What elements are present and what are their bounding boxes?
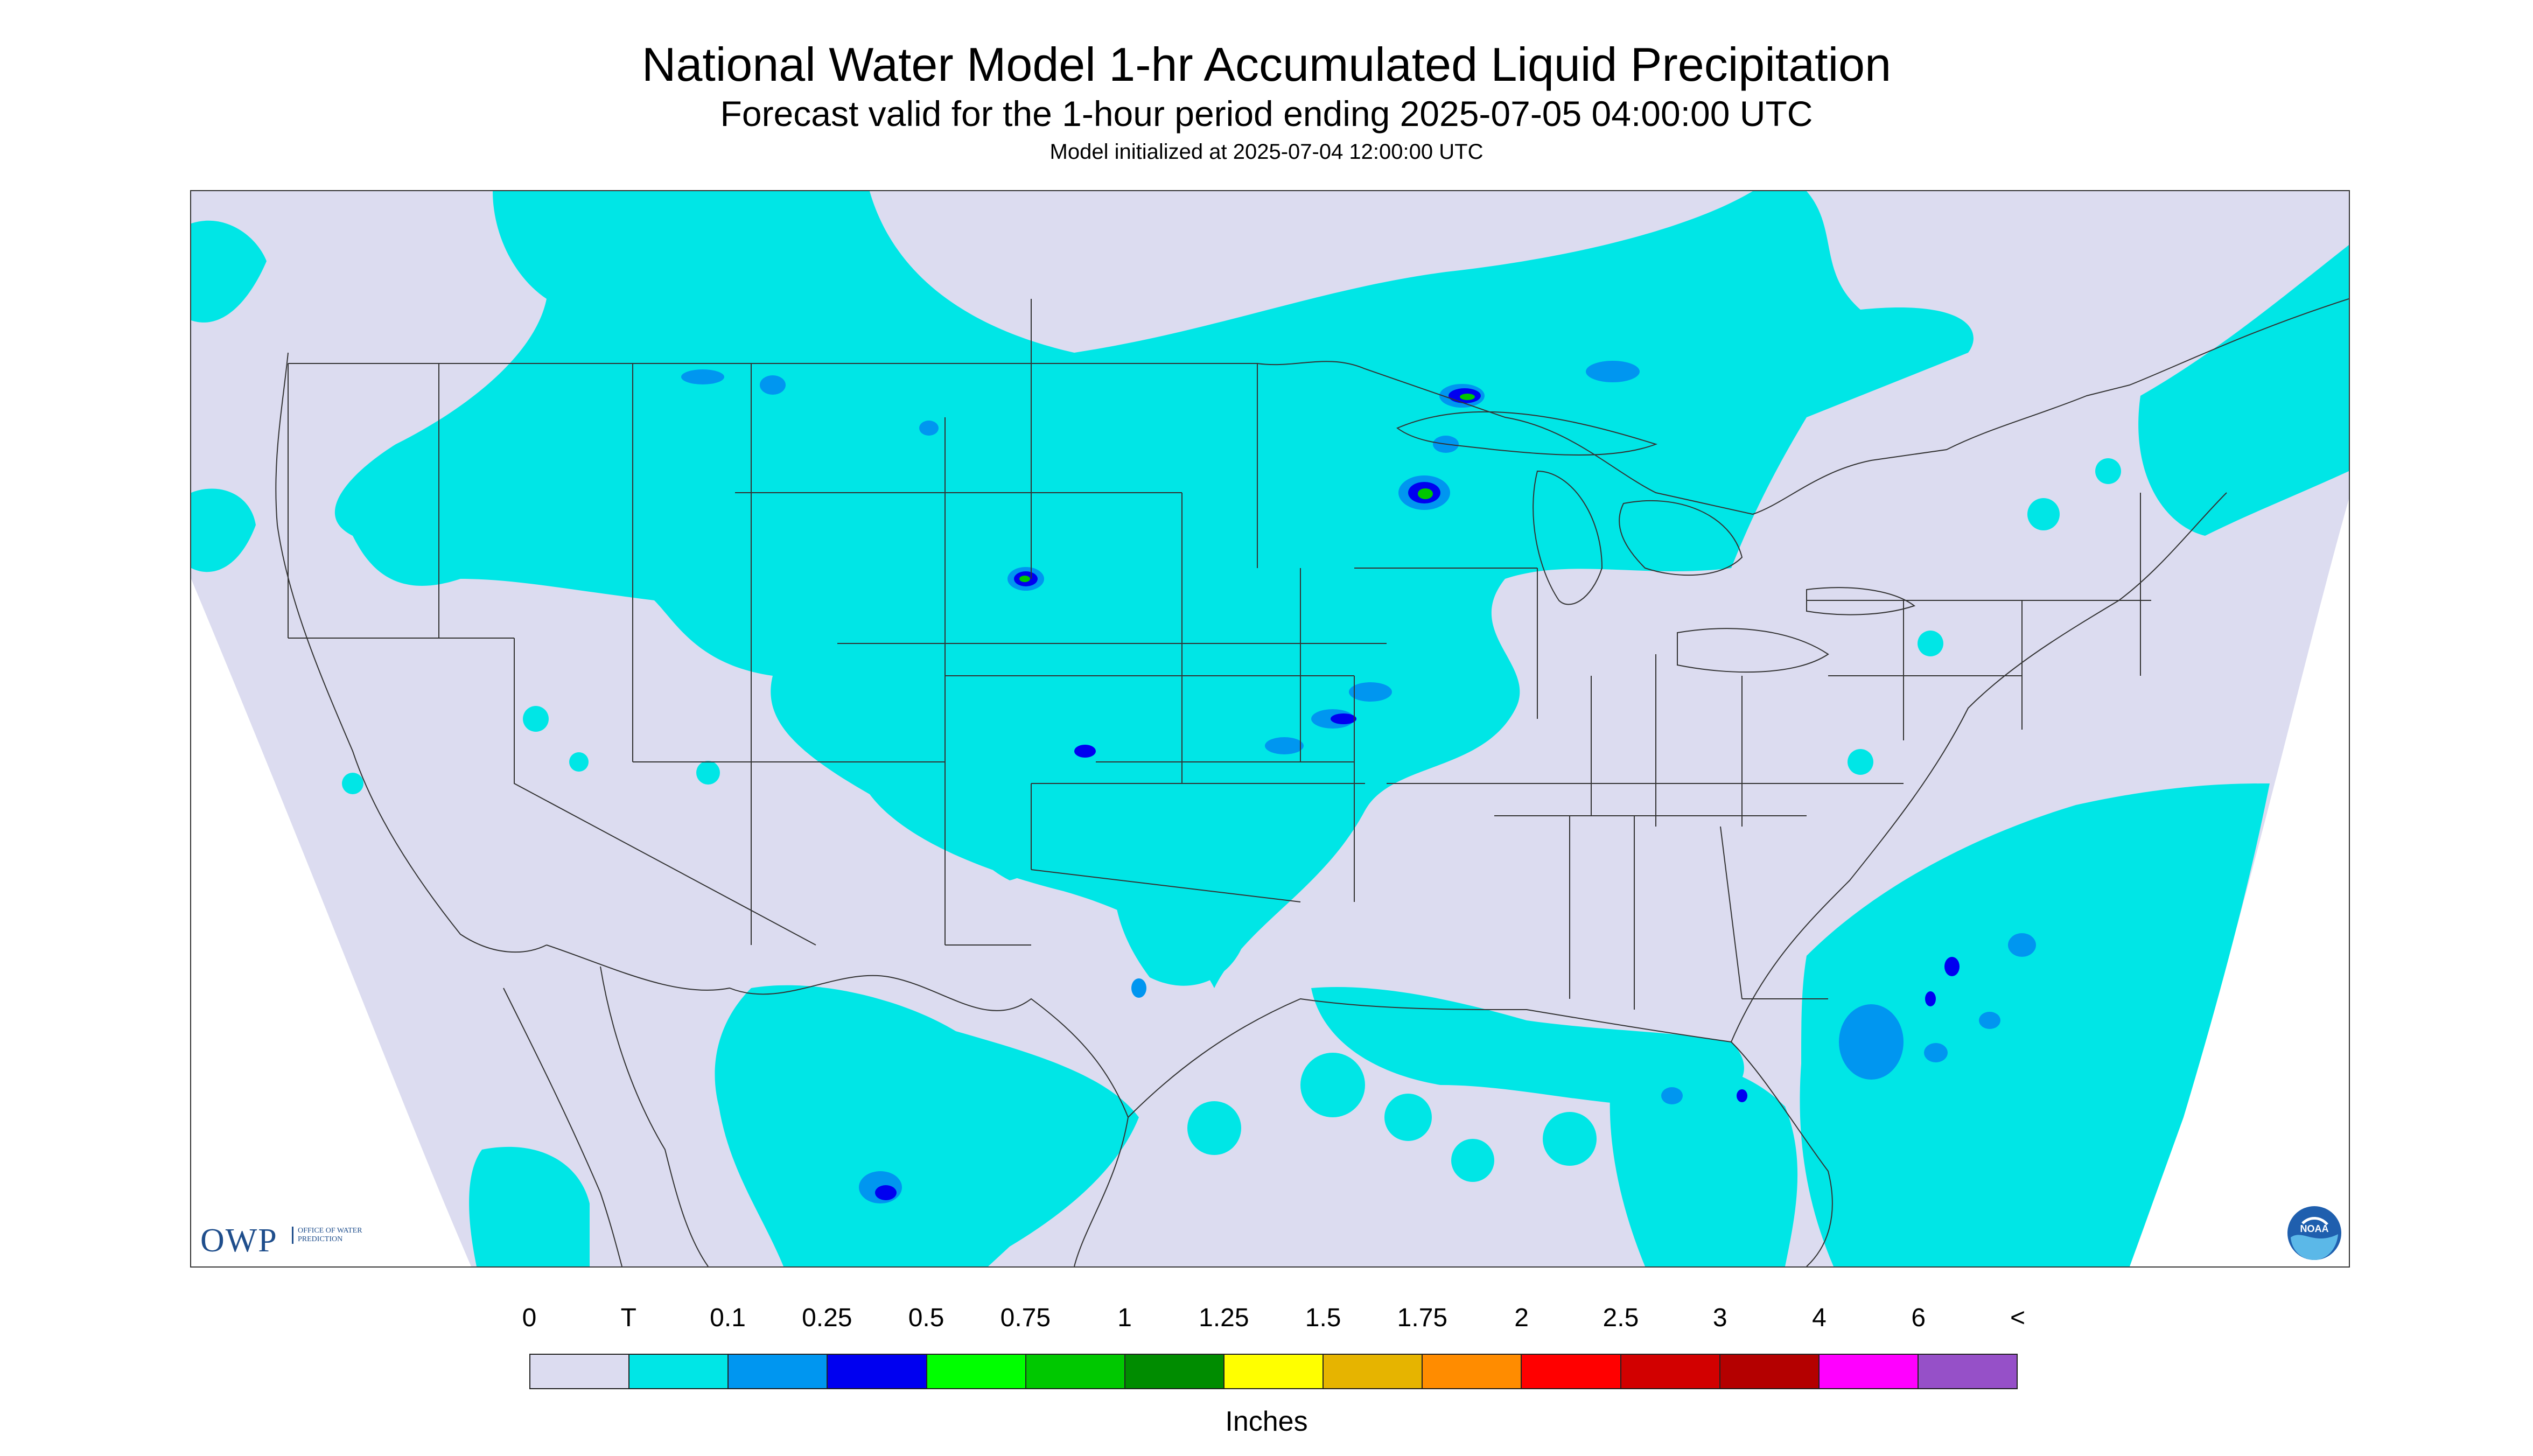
precip-trace-areas bbox=[191, 191, 2349, 1266]
legend-tick-label: 0.5 bbox=[908, 1304, 944, 1332]
legend-swatch bbox=[530, 1355, 630, 1388]
legend-tick-label: 1 bbox=[1117, 1304, 1132, 1332]
precipitation-map[interactable] bbox=[190, 190, 2350, 1268]
legend-swatch bbox=[629, 1355, 729, 1388]
noaa-logo: NOAA bbox=[2287, 1206, 2341, 1260]
precipitation-map-canvas[interactable] bbox=[191, 191, 2349, 1266]
legend-tick-label: 0 bbox=[522, 1304, 537, 1332]
legend-swatch bbox=[729, 1355, 828, 1388]
legend-tick-label: 1.25 bbox=[1199, 1304, 1249, 1332]
legend-tick-label: 1.75 bbox=[1397, 1304, 1448, 1332]
legend-tick-label: 3 bbox=[1712, 1304, 1727, 1332]
precip-heavy-areas bbox=[1019, 394, 1475, 582]
legend-swatch bbox=[1224, 1355, 1324, 1388]
legend-tick-label: 0.1 bbox=[710, 1304, 746, 1332]
legend-swatch bbox=[1324, 1355, 1423, 1388]
owp-wordmark: OWP bbox=[200, 1222, 278, 1259]
forecast-valid-subtitle: Forecast valid for the 1-hour period end… bbox=[720, 94, 1813, 134]
owp-full-name: OFFICE OF WATER PREDICTION bbox=[292, 1227, 379, 1244]
legend-swatch bbox=[1918, 1355, 2017, 1388]
legend-swatch bbox=[927, 1355, 1026, 1388]
precip-legend: 0 T 0.1 0.25 0.5 0.75 1 1.25 1.5 1.75 2 2.5 3 4 6 < bbox=[522, 1303, 2025, 1432]
legend-tick-label: 2 bbox=[1514, 1304, 1529, 1332]
legend-tick-label: < bbox=[2010, 1304, 2026, 1332]
legend-tick-label: 2.5 bbox=[1603, 1304, 1639, 1332]
legend-color-bar bbox=[529, 1354, 2018, 1389]
legend-swatch bbox=[828, 1355, 927, 1388]
legend-swatch bbox=[1621, 1355, 1720, 1388]
legend-swatch bbox=[1125, 1355, 1224, 1388]
legend-tick-label: 4 bbox=[1812, 1304, 1827, 1332]
legend-swatch bbox=[1423, 1355, 1522, 1388]
legend-swatch bbox=[1720, 1355, 1820, 1388]
legend-tick-label: T bbox=[620, 1304, 636, 1332]
noaa-logo-text: NOAA bbox=[2300, 1223, 2329, 1234]
legend-units-label: Inches bbox=[1225, 1406, 1308, 1437]
legend-swatch bbox=[1026, 1355, 1125, 1388]
legend-swatch bbox=[1522, 1355, 1621, 1388]
legend-tick-label: 6 bbox=[1911, 1304, 1926, 1332]
legend-swatch bbox=[1819, 1355, 1919, 1388]
owp-logo: OWP OFFICE OF WATER PREDICTION bbox=[200, 1222, 373, 1259]
legend-tick-label: 0.75 bbox=[1000, 1304, 1051, 1332]
legend-tick-label: 0.25 bbox=[802, 1304, 852, 1332]
map-title: National Water Model 1-hr Accumulated Li… bbox=[641, 38, 1892, 91]
precip-moderate-areas bbox=[875, 388, 1960, 1200]
legend-tick-label: 1.5 bbox=[1305, 1304, 1341, 1332]
political-boundaries bbox=[275, 298, 2349, 1266]
model-init-label: Model initialized at 2025-07-04 12:00:00… bbox=[1049, 140, 1484, 164]
